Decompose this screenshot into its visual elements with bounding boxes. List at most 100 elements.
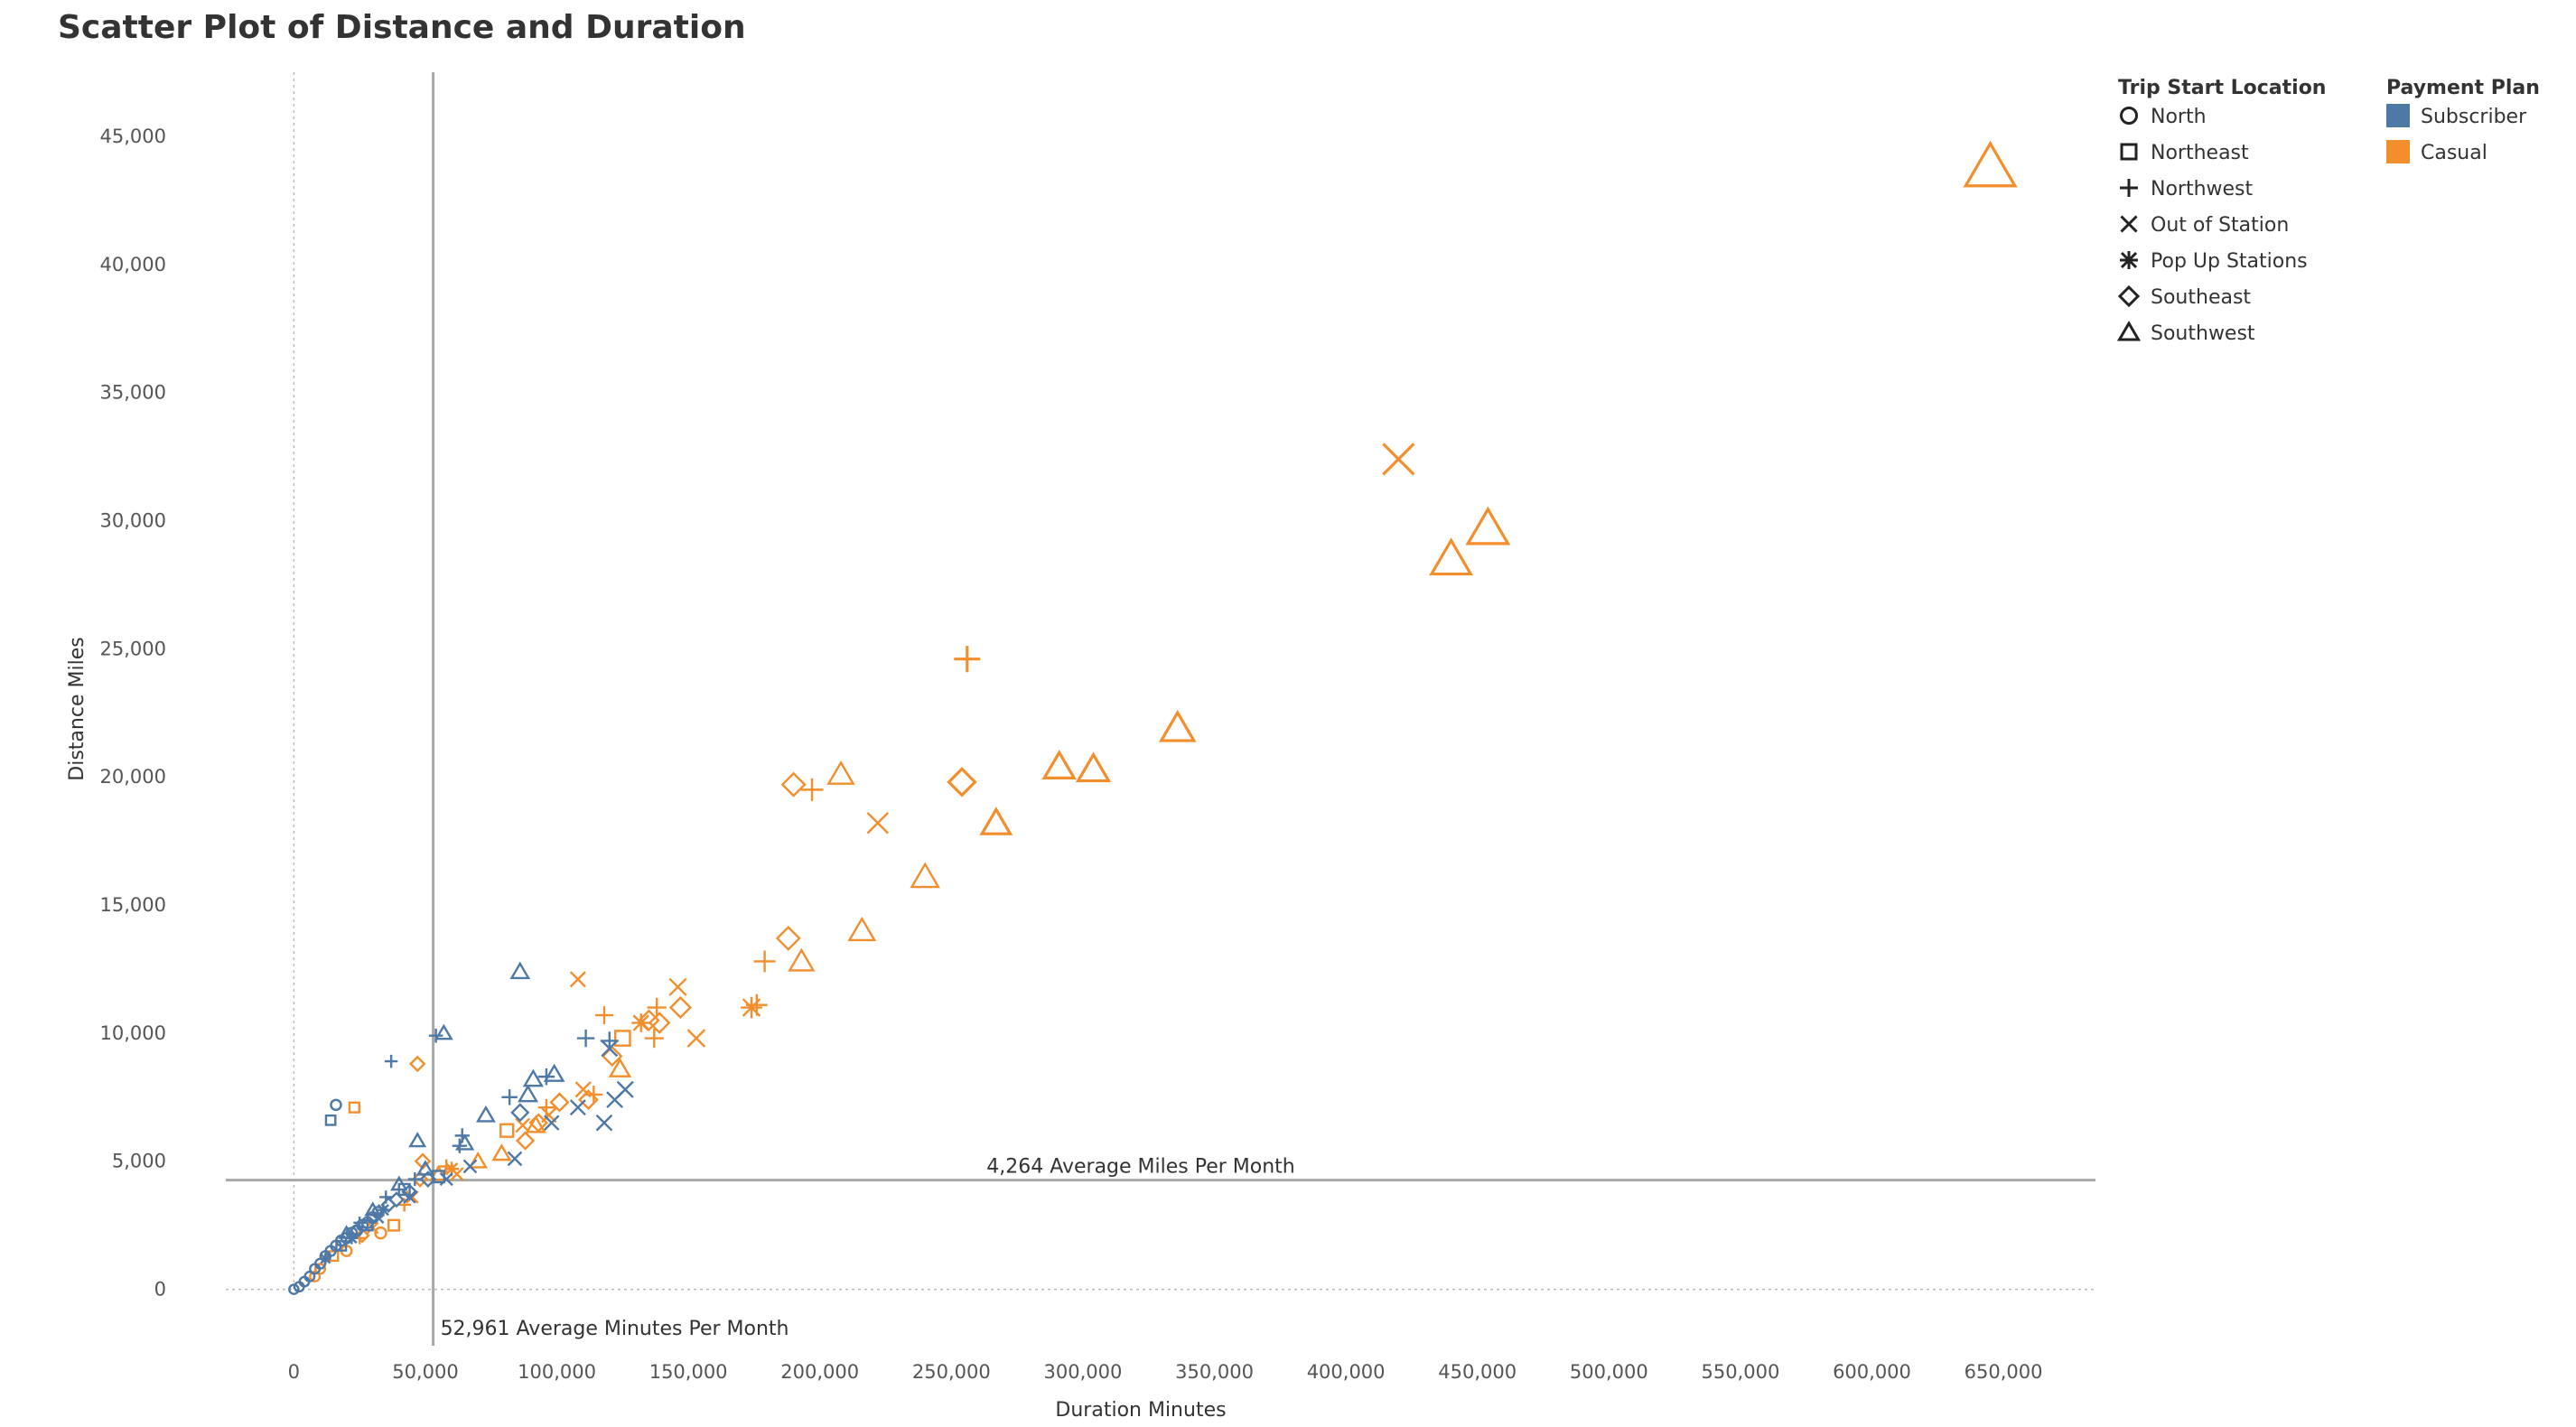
x-tick-label: 550,000 — [1701, 1361, 1779, 1383]
color-legend-title: Payment Plan — [2386, 77, 2540, 99]
data-point — [401, 1183, 418, 1200]
series-subscriber-southwest — [338, 961, 565, 1239]
data-point — [515, 1131, 536, 1151]
data-point — [428, 1028, 443, 1043]
legend-label: Pop Up Stations — [2151, 250, 2308, 273]
data-point — [668, 977, 687, 996]
legend-item-northeast: Northeast — [2120, 142, 2249, 164]
legend-label: Northwest — [2151, 178, 2254, 201]
data-point — [788, 947, 816, 972]
data-point — [578, 1089, 599, 1111]
shape-legend: Trip Start Location North Northeast Northwe… — [2116, 77, 2326, 345]
x-tick-label: 350,000 — [1175, 1361, 1254, 1383]
data-point — [866, 812, 890, 835]
series-casual-popup — [444, 996, 762, 1177]
x-axis-title: Duration Minutes — [1055, 1399, 1226, 1422]
data-point — [537, 1098, 555, 1116]
series-subscriber-north — [288, 1098, 385, 1295]
data-point — [415, 1160, 435, 1176]
data-point — [1075, 751, 1112, 783]
cross-icon — [2120, 215, 2138, 233]
asterisk-icon — [2120, 251, 2138, 269]
data-point — [501, 1089, 518, 1105]
data-point — [600, 1031, 619, 1050]
reference-lines: 52,961 Average Minutes Per Month 4,264 Av… — [226, 72, 2095, 1346]
chart-title: Scatter Plot of Distance and Duration — [58, 9, 746, 46]
legend-label: Southeast — [2151, 286, 2251, 309]
data-point — [522, 1068, 544, 1087]
data-point — [528, 1113, 548, 1133]
data-point — [330, 1098, 342, 1112]
x-tick-label: 650,000 — [1965, 1361, 2043, 1383]
x-tick-label: 200,000 — [780, 1361, 859, 1383]
legend-item-subscriber: Subscriber — [2386, 104, 2527, 128]
y-tick-label: 5,000 — [112, 1151, 166, 1172]
diamond-icon — [2117, 284, 2141, 308]
data-point — [775, 925, 801, 951]
data-point — [668, 995, 693, 1020]
data-point — [1158, 709, 1197, 742]
data-point — [452, 1138, 467, 1153]
data-point — [595, 1114, 613, 1132]
series-subscriber-out — [371, 1040, 634, 1225]
data-point — [408, 1055, 426, 1073]
series-casual-southwest — [429, 140, 2018, 1181]
triangle-icon — [2116, 321, 2142, 341]
x-tick-label: 300,000 — [1044, 1361, 1123, 1383]
x-tick-label: 400,000 — [1307, 1361, 1386, 1383]
data-point — [826, 760, 855, 785]
y-tick-label: 0 — [154, 1279, 166, 1301]
data-point — [377, 1203, 390, 1217]
data-point — [631, 1013, 651, 1032]
data-point — [780, 771, 807, 797]
data-point — [576, 1029, 595, 1048]
x-tick-label: 250,000 — [912, 1361, 991, 1383]
data-point — [345, 1232, 359, 1245]
data-point — [499, 1123, 515, 1138]
circle-icon — [2120, 107, 2138, 125]
data-point — [510, 1103, 530, 1123]
y-tick-label: 20,000 — [100, 766, 166, 788]
data-point — [647, 997, 667, 1018]
data-point — [608, 1058, 632, 1077]
y-tick-label: 10,000 — [100, 1022, 166, 1044]
data-point — [1465, 506, 1511, 546]
data-point — [595, 1006, 613, 1024]
avg-miles-reference-label: 4,264 Average Miles Per Month — [986, 1156, 1295, 1179]
y-tick-label: 25,000 — [100, 638, 166, 659]
data-point — [303, 1270, 316, 1282]
data-point — [614, 1030, 631, 1047]
series-casual-northwest — [353, 646, 981, 1245]
x-tick-label: 150,000 — [649, 1361, 728, 1383]
data-point — [1963, 140, 2018, 188]
data-point — [1382, 443, 1415, 476]
x-tick-label: 100,000 — [518, 1361, 596, 1383]
data-point — [319, 1253, 331, 1264]
legend-item-southwest: Southwest — [2116, 321, 2255, 345]
data-point — [601, 1040, 619, 1058]
data-point — [753, 950, 776, 973]
data-point — [434, 1023, 453, 1040]
data-point — [419, 1171, 437, 1188]
data-point — [309, 1270, 322, 1282]
legend-item-northwest: Northwest — [2120, 178, 2254, 201]
data-point — [403, 1190, 416, 1204]
square-icon — [2120, 143, 2138, 161]
data-point — [947, 767, 977, 797]
data-point — [491, 1143, 512, 1161]
data-point — [537, 1068, 555, 1086]
data-point — [324, 1114, 337, 1126]
y-tick-label: 40,000 — [100, 254, 166, 275]
plus-icon — [2120, 179, 2138, 197]
data-point — [644, 1028, 664, 1049]
y-tick-label: 30,000 — [100, 509, 166, 531]
data-point — [549, 1092, 570, 1113]
data-point — [954, 646, 981, 673]
data-point — [454, 1133, 475, 1151]
data-points — [288, 140, 2018, 1295]
legend-label: Out of Station — [2151, 214, 2289, 237]
data-point — [509, 961, 531, 980]
series-casual-northeast — [327, 1030, 631, 1263]
data-point — [349, 1222, 365, 1238]
